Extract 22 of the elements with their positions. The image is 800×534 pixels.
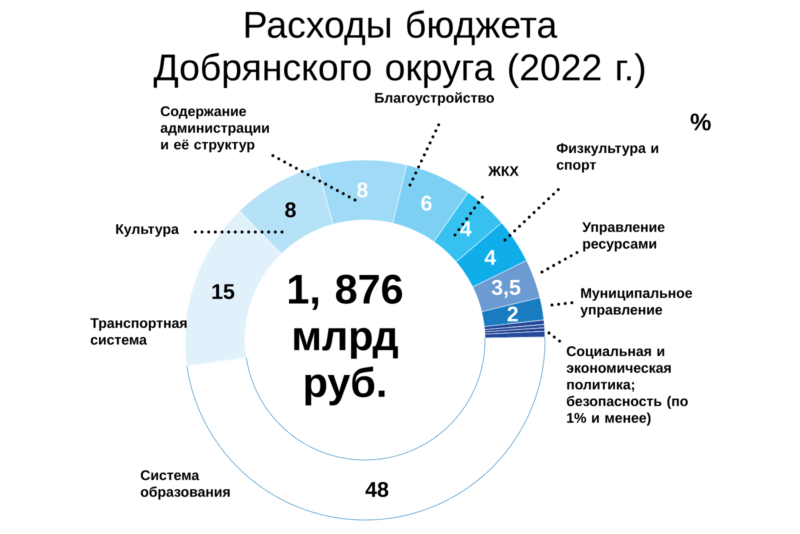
slice-label: Система образования (140, 470, 230, 500)
data-label: 15 (212, 284, 234, 300)
data-label: 4 (484, 250, 496, 265)
data-label: 6 (421, 196, 432, 211)
slice-label: Благоустройство (375, 92, 494, 106)
data-label: 4 (460, 222, 472, 236)
data-label: 48 (365, 482, 388, 498)
slice-label: Транспортная система (90, 318, 187, 345)
slice-label: Содержание администрации и её структур (160, 106, 269, 152)
slice-label: Муниципальное управление (580, 288, 692, 318)
text: 1, 876 млрд руб. (289, 274, 402, 406)
data-label: 8 (285, 202, 296, 218)
slice-label: Физкультура и спорт (556, 143, 658, 173)
slice-label: Культура (116, 224, 179, 237)
chart-title: Расходы бюджета Добрянского округа (2022 г.) (154, 10, 644, 88)
data-label: 3,5 (492, 280, 520, 298)
data-label: 8 (357, 182, 368, 198)
slice-label: ЖКХ (488, 166, 519, 176)
slice-label: Управление ресурсами (582, 222, 665, 252)
text: % (690, 114, 711, 130)
data-label: 2 (508, 306, 518, 322)
slice-label: Социальная и экономическая политика; безопасность (по 1% и менее) (566, 346, 688, 426)
